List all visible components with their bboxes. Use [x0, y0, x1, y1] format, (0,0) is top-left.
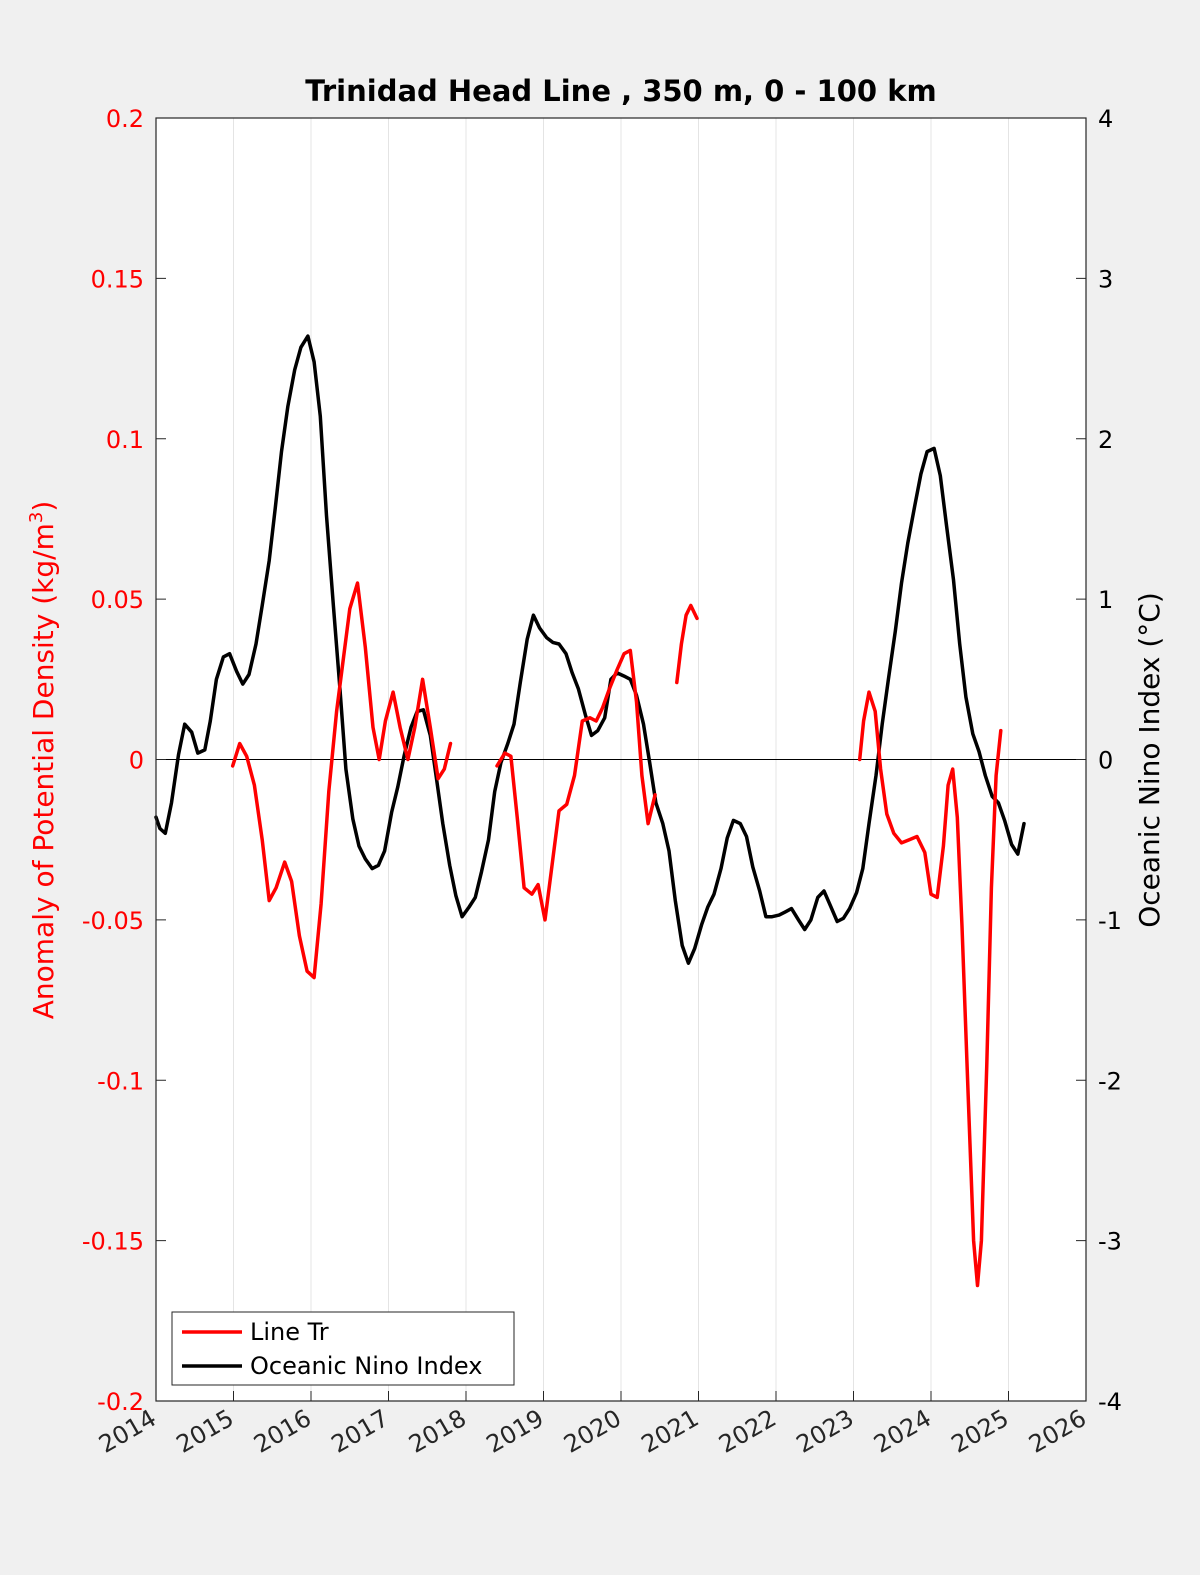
y-axis-right-label: Oceanic Nino Index (°C) — [1133, 592, 1166, 928]
y-right-tick-label: -1 — [1098, 907, 1122, 935]
series-lines — [154, 334, 1026, 1288]
legend-label-oni: Oceanic Nino Index — [250, 1352, 482, 1380]
series-line-tr-segment — [495, 648, 657, 922]
series-line-tr-segment — [230, 581, 453, 980]
legend-box — [171, 1311, 515, 1386]
series-line-tr-segment — [857, 690, 1003, 1288]
y-axis-left-label-end: ) — [27, 501, 60, 512]
y-right-tick-label: -3 — [1098, 1228, 1122, 1256]
y-left-tick-label: 0.1 — [106, 426, 144, 454]
y-left-tick-label: 0 — [129, 747, 144, 775]
legend-label-line-tr: Line Tr — [250, 1318, 329, 1346]
y-left-tick-label: 0.2 — [106, 105, 144, 133]
y-left-tick-label: -0.2 — [97, 1388, 144, 1416]
y-left-tick-label: -0.15 — [82, 1228, 144, 1256]
y-right-tick-label: 3 — [1098, 265, 1113, 293]
y-left-tick-label: 0.05 — [91, 586, 144, 614]
y-right-tick-label: 1 — [1098, 586, 1113, 614]
y-right-tick-label: 4 — [1098, 105, 1113, 133]
y-axis-left-label-superscript: 3 — [26, 512, 47, 523]
y-right-tick-label: -4 — [1098, 1388, 1122, 1416]
y-left-tick-label: -0.1 — [97, 1067, 144, 1095]
y-right-tick-label: 2 — [1098, 426, 1113, 454]
chart-title: Trinidad Head Line , 350 m, 0 - 100 km — [305, 74, 936, 108]
y-axis-left-label-main: Anomaly of Potential Density (kg/m — [27, 523, 60, 1019]
y-right-tick-label: -2 — [1098, 1067, 1122, 1095]
y-left-tick-label: -0.05 — [82, 907, 144, 935]
legend: Line Tr Oceanic Nino Index — [171, 1311, 515, 1386]
series-line-tr-segment — [675, 603, 699, 685]
y-right-tick-label: 0 — [1098, 747, 1113, 775]
y-left-tick-label: 0.15 — [91, 265, 144, 293]
y-axis-left-label: Anomaly of Potential Density (kg/m3) — [26, 501, 60, 1020]
